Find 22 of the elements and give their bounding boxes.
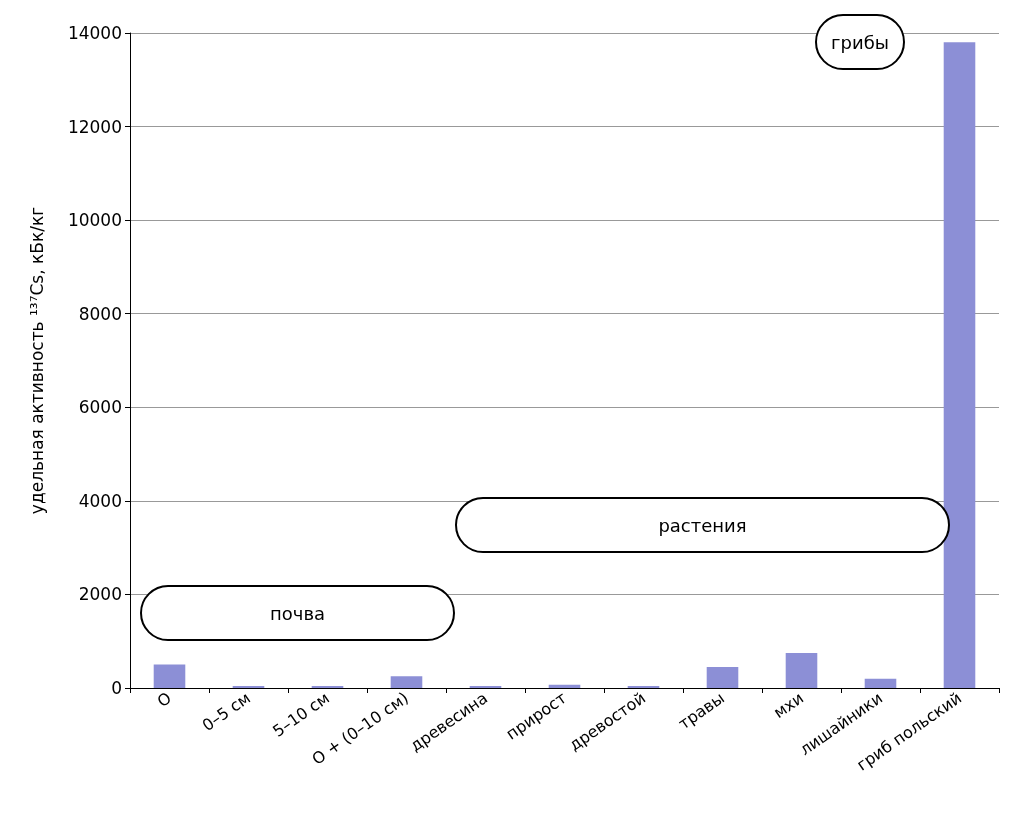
bar bbox=[785, 652, 818, 688]
bar bbox=[390, 676, 423, 688]
y-tick-label: 8000 bbox=[78, 303, 122, 324]
y-tick-label: 0 bbox=[111, 678, 122, 698]
bar bbox=[153, 664, 186, 688]
bar bbox=[864, 678, 897, 688]
rounded-label-box: грибы bbox=[815, 14, 905, 70]
y-tick-label: 10000 bbox=[67, 210, 122, 231]
y-tick-label: 12000 bbox=[67, 116, 122, 137]
y-tick-label: 6000 bbox=[78, 397, 122, 418]
y-tick-label: 2000 bbox=[78, 584, 122, 605]
x-tick-label: 0–5 см bbox=[198, 688, 254, 735]
x-tick-label: мхи bbox=[769, 688, 807, 723]
rounded-label-box: почва bbox=[140, 585, 455, 641]
x-tick-label: O bbox=[153, 688, 175, 712]
y-tick-label: 14000 bbox=[67, 23, 122, 43]
rounded-label-box: растения bbox=[455, 497, 950, 553]
y-tick-label: 4000 bbox=[78, 490, 122, 511]
bar bbox=[706, 666, 739, 688]
bar bbox=[943, 42, 976, 688]
y-axis-title: удельная активность ¹³⁷Cs, кБк/кг bbox=[26, 206, 47, 515]
bar bbox=[548, 684, 581, 688]
